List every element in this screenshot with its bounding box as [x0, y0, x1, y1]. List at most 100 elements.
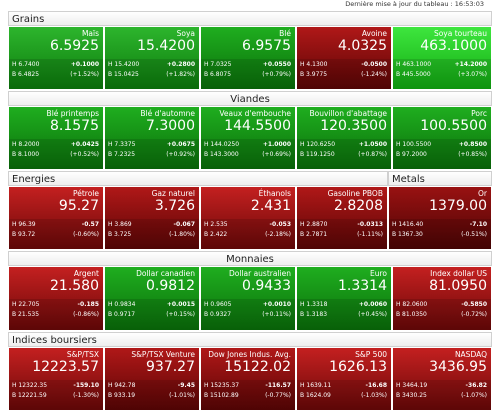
- tile-low: B 0.9717: [108, 311, 136, 318]
- tile-change-pct: (+0.11%): [262, 311, 291, 318]
- tile-high: H 7.0325: [204, 61, 232, 68]
- tile-change-pct: (+0.69%): [262, 151, 291, 158]
- tile-ethanols[interactable]: Éthanols 2.431 H 2.535 B 2.422 -0.053 (-…: [200, 186, 296, 250]
- tile-price: 12223.57: [32, 359, 99, 375]
- tile-name: Bouvillon d'abattage: [309, 109, 387, 118]
- tile-dollar-canadien[interactable]: Dollar canadien 0.9812 H 0.9834 B 0.9717…: [104, 266, 200, 331]
- tile-dow-jones[interactable]: Dow Jones Indus. Avg. 15122.02 H 15235.3…: [200, 347, 296, 411]
- tile-change-pct: (-1.30%): [73, 392, 99, 399]
- tile-high: H 1.3318: [300, 301, 328, 308]
- tile-change: -0.185: [77, 301, 99, 308]
- tile-name: S&P/TSX: [66, 350, 99, 359]
- tile-name: S&P/TSX Venture: [131, 350, 195, 359]
- tile-avoine[interactable]: Avoine 4.0325 H 4.1300 B 3.9775 -0.0500 …: [296, 26, 392, 90]
- tile-price: 1379.00: [429, 198, 487, 214]
- tile-low: B 0.9327: [204, 311, 232, 318]
- tile-high: H 0.9605: [204, 301, 232, 308]
- tile-price: 144.5500: [224, 118, 291, 134]
- tile-petrole[interactable]: Pétrole 95.27 H 96.39 B 93.72 -0.57 (-0.…: [8, 186, 104, 250]
- tile-change: -0.0313: [357, 221, 383, 228]
- tile-ble[interactable]: Blé 6.9575 H 7.0325 B 6.8075 +0.0550 (+0…: [200, 26, 296, 90]
- tile-change-pct: (+3.07%): [458, 71, 487, 78]
- tile-high: H 82.0600: [396, 301, 428, 308]
- tile-change-pct: (-1.03%): [361, 392, 387, 399]
- tile-change: +0.0550: [262, 61, 291, 68]
- tile-change-pct: (+0.92%): [166, 151, 195, 158]
- tile-ble-printemps[interactable]: Blé printemps 8.1575 H 8.2000 B 8.1000 +…: [8, 106, 104, 170]
- section-header-monnaies: Monnaies: [8, 251, 492, 266]
- tile-high: H 100.5500: [396, 141, 432, 148]
- tile-high: H 8.2000: [12, 141, 40, 148]
- tile-price: 120.3500: [320, 118, 387, 134]
- tile-change-pct: (+0.87%): [358, 151, 387, 158]
- tile-gasoline-pbob[interactable]: Gasoline PBOB 2.8208 H 2.8870 B 2.7871 -…: [296, 186, 388, 250]
- tile-name: Soya: [176, 29, 195, 38]
- tile-nasdaq[interactable]: NASDAQ 3436.95 H 3464.19 B 3430.25 -36.8…: [392, 347, 492, 411]
- tile-sp-tsx[interactable]: S&P/TSX 12223.57 H 12322.35 B 12221.59 -…: [8, 347, 104, 411]
- tile-change-pct: (-1.07%): [461, 392, 487, 399]
- tile-price: 21.580: [50, 278, 99, 294]
- tile-soya[interactable]: Soya 15.4200 H 15.4200 B 15.0425 +0.2800…: [104, 26, 200, 90]
- tile-change: -0.067: [173, 221, 195, 228]
- tile-change: +1.0500: [358, 141, 387, 148]
- tile-dollar-australien[interactable]: Dollar australien 0.9433 H 0.9605 B 0.93…: [200, 266, 296, 331]
- tile-high: H 4.1300: [300, 61, 328, 68]
- tile-name: Éthanols: [258, 189, 291, 198]
- tile-high: H 22.705: [12, 301, 40, 308]
- tile-change-pct: (+0.15%): [166, 311, 195, 318]
- tile-change-pct: (+0.79%): [262, 71, 291, 78]
- tile-change-pct: (+0.52%): [70, 151, 99, 158]
- tile-price: 1.3314: [338, 278, 387, 294]
- tile-low: B 1624.09: [300, 392, 331, 399]
- tile-price: 15122.02: [224, 359, 291, 375]
- tile-high: H 1639.11: [300, 382, 332, 389]
- tile-name: Veaux d'embouche: [219, 109, 291, 118]
- tile-change-pct: (+0.45%): [358, 311, 387, 318]
- tile-change-pct: (-1.24%): [361, 71, 387, 78]
- tile-change: -159.10: [73, 382, 99, 389]
- tile-bouvillon-abattage[interactable]: Bouvillon d'abattage 120.3500 H 120.6250…: [296, 106, 392, 170]
- tile-gaz-naturel[interactable]: Gaz naturel 3.726 H 3.869 B 3.725 -0.067…: [104, 186, 200, 250]
- tile-name: Dow Jones Indus. Avg.: [208, 350, 291, 359]
- tile-low: B 97.2000: [396, 151, 427, 158]
- tile-sp-tsx-venture[interactable]: S&P/TSX Venture 937.27 H 942.78 B 933.19…: [104, 347, 200, 411]
- tile-low: B 12221.59: [12, 392, 47, 399]
- tile-change: +14.2000: [454, 61, 487, 68]
- tile-low: B 1367.30: [392, 231, 423, 238]
- tile-euro[interactable]: Euro 1.3314 H 1.3318 B 1.3183 +0.0060 (+…: [296, 266, 392, 331]
- tile-low: B 119.1250: [300, 151, 335, 158]
- tile-high: H 120.6250: [300, 141, 336, 148]
- tile-name: Blé d'automne: [140, 109, 195, 118]
- tile-change: +0.0015: [166, 301, 195, 308]
- tile-name: Soya tourteau: [433, 29, 487, 38]
- tile-high: H 463.1000: [396, 61, 432, 68]
- tile-price: 4.0325: [338, 38, 387, 54]
- tile-mais[interactable]: Maïs 6.5925 H 6.7400 B 6.4825 +0.1000 (+…: [8, 26, 104, 90]
- tile-change: -0.5850: [461, 301, 487, 308]
- tile-ble-automne[interactable]: Blé d'automne 7.3000 H 7.3375 B 7.2325 +…: [104, 106, 200, 170]
- tile-index-dollar-us[interactable]: Index dollar US 81.0950 H 82.0600 B 81.0…: [392, 266, 492, 331]
- tile-porc[interactable]: Porc 100.5500 H 100.5500 B 97.2000 +0.85…: [392, 106, 492, 170]
- tile-change: -0.57: [81, 221, 99, 228]
- tile-argent[interactable]: Argent 21.580 H 22.705 B 21.535 -0.185 (…: [8, 266, 104, 331]
- tile-low: B 8.1000: [12, 151, 40, 158]
- tile-change: -0.0500: [361, 61, 387, 68]
- tile-sp-500[interactable]: S&P 500 1626.13 H 1639.11 B 1624.09 -16.…: [296, 347, 392, 411]
- tile-change-pct: (-0.51%): [461, 231, 487, 238]
- tile-high: H 1416.40: [392, 221, 424, 228]
- tile-high: H 2.535: [204, 221, 228, 228]
- tile-change: -116.57: [265, 382, 291, 389]
- tile-low: B 15.0425: [108, 71, 139, 78]
- tile-change-pct: (-0.77%): [265, 392, 291, 399]
- tile-change-pct: (+0.85%): [458, 151, 487, 158]
- tile-veaux-embouche[interactable]: Veaux d'embouche 144.5500 H 144.0250 B 1…: [200, 106, 296, 170]
- tile-change-pct: (-2.18%): [265, 231, 291, 238]
- tile-or[interactable]: Or 1379.00 H 1416.40 B 1367.30 -7.10 (-0…: [388, 186, 492, 250]
- tile-name: Argent: [73, 269, 99, 278]
- tile-change-pct: (-1.01%): [169, 392, 195, 399]
- tile-high: H 942.78: [108, 382, 136, 389]
- tile-high: H 12322.35: [12, 382, 48, 389]
- tile-soya-tourteau[interactable]: Soya tourteau 463.1000 H 463.1000 B 445.…: [392, 26, 492, 90]
- tile-change: -16.68: [365, 382, 387, 389]
